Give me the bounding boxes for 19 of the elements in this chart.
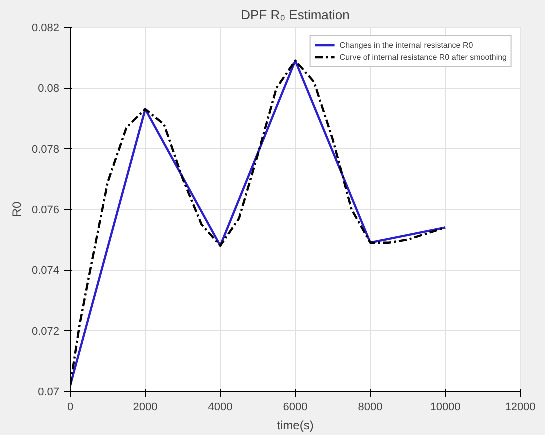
x-tick-label: 12000 — [505, 402, 536, 414]
chart-title: DPF R₀ Estimation — [241, 8, 350, 22]
legend-label: Curve of internal resistance R0 after smoothing — [340, 52, 507, 62]
x-tick-label: 4000 — [208, 402, 233, 414]
y-tick-label: 0.07 — [38, 386, 60, 398]
x-tick-label: 8000 — [358, 402, 383, 414]
y-tick-label: 0.078 — [32, 144, 60, 156]
x-axis-title: time(s) — [277, 418, 314, 432]
y-tick-label: 0.082 — [32, 22, 60, 34]
legend-label: Changes in the internal resistance R0 — [340, 40, 474, 50]
x-tick-label: 10000 — [430, 402, 461, 414]
y-tick-label: 0.076 — [32, 204, 60, 216]
x-tick-label: 0 — [67, 402, 74, 414]
y-axis-title: R0 — [10, 202, 24, 218]
y-tick-label: 0.072 — [32, 326, 60, 338]
y-tick-label: 0.074 — [32, 265, 60, 278]
x-tick-label: 6000 — [283, 402, 308, 414]
y-tick-label: 0.08 — [38, 83, 60, 96]
x-tick-label: 2000 — [133, 402, 158, 414]
